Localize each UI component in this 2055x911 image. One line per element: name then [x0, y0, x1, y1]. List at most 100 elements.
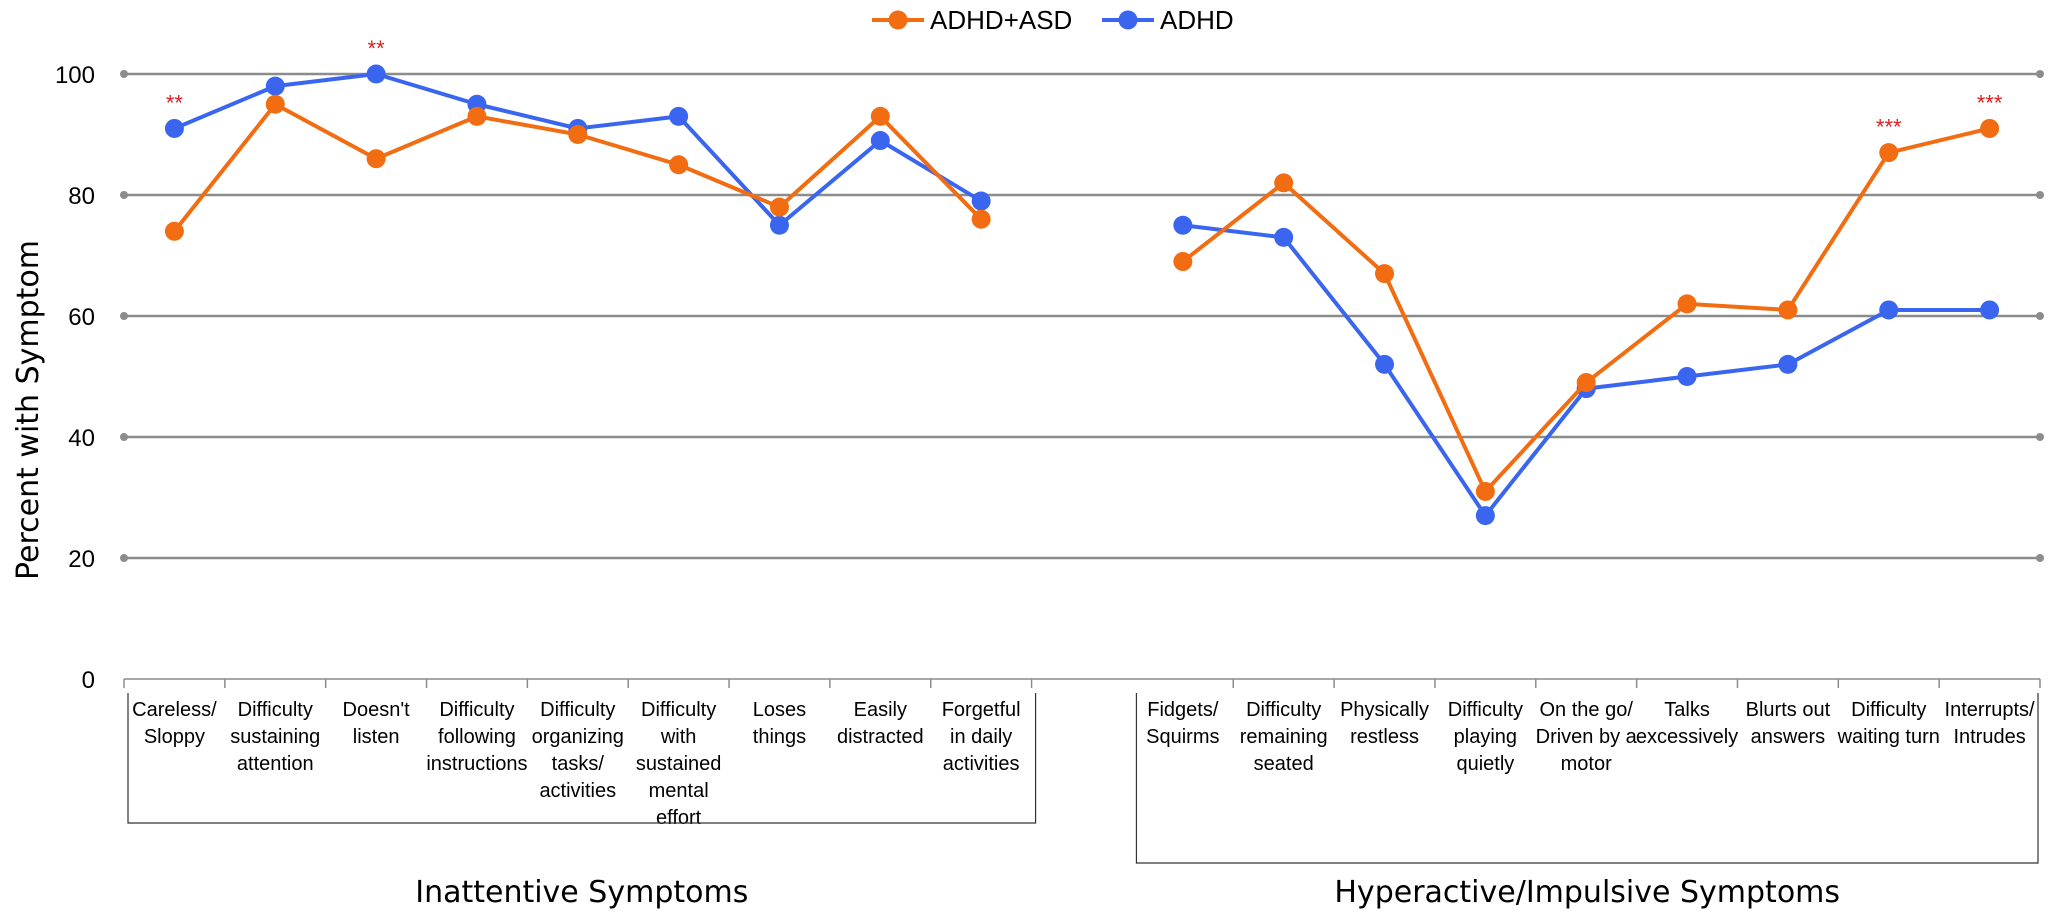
- legend-label: ADHD: [1160, 5, 1234, 35]
- data-point: [1778, 354, 1798, 374]
- x-tick-label-line: attention: [237, 753, 314, 775]
- gridline-end: [2036, 70, 2044, 78]
- series-line: [173, 72, 983, 228]
- x-tick-label-line: Fidgets/: [1147, 699, 1219, 721]
- x-tick-label-line: restless: [1350, 726, 1419, 748]
- y-tick-label: 20: [68, 546, 95, 573]
- x-tick-label-line: Easily: [854, 699, 907, 721]
- x-tick-label-line: waiting turn: [1837, 726, 1940, 748]
- x-tick-label: Blurts out answers: [1746, 699, 1831, 748]
- x-tick-label-line: excessively: [1636, 726, 1738, 748]
- data-point: [1173, 215, 1193, 235]
- x-tick-label-line: motor: [1561, 753, 1612, 775]
- data-point: [1475, 506, 1495, 526]
- x-tick-label-line: Loses: [753, 699, 806, 721]
- data-point: [1677, 294, 1697, 314]
- significance-marker: **: [368, 36, 386, 61]
- x-tick-label-line: Doesn't: [343, 699, 411, 721]
- x-tick-label-line: answers: [1751, 726, 1825, 748]
- x-tick-label-line: Sloppy: [144, 726, 205, 748]
- x-tick-label-line: Blurts out: [1746, 699, 1831, 721]
- data-point: [1879, 300, 1899, 320]
- x-tick-label-line: listen: [353, 726, 400, 748]
- x-tick-label-line: Difficulty: [540, 699, 615, 721]
- x-tick-label-line: Difficulty: [238, 699, 313, 721]
- x-tick-label: Doesn't listen: [343, 699, 411, 748]
- x-tick-label-line: Talks: [1664, 699, 1710, 721]
- x-axis: [123, 678, 2041, 688]
- x-tick-label-line: Physically: [1340, 699, 1429, 721]
- x-tick-label-line: Interrupts/: [1945, 699, 2035, 721]
- data-point: [1274, 173, 1294, 193]
- gridline-end: [2036, 554, 2044, 562]
- x-tick-label-line: sustaining: [230, 726, 320, 748]
- series-line: [1182, 223, 1990, 518]
- data-point: [1375, 354, 1395, 374]
- x-tick-label-line: things: [753, 726, 806, 748]
- data-point: [467, 106, 487, 126]
- x-tick-label-line: Difficulty: [1448, 699, 1523, 721]
- group-bracket: [1135, 693, 2039, 864]
- significance-markers: **********: [166, 36, 2003, 140]
- x-tick-label-line: Squirms: [1146, 726, 1219, 748]
- data-point: [870, 131, 890, 151]
- category-groups: Inattentive Symptoms Hyperactive/Impulsiv…: [127, 693, 2039, 910]
- y-axis-label: Percent with Symptom: [11, 240, 46, 580]
- significance-marker: ***: [1876, 115, 1902, 140]
- data-point: [265, 94, 285, 114]
- x-tick-label: Difficulty with sustained mental effort: [636, 699, 722, 829]
- y-tick-label: 60: [68, 304, 95, 331]
- x-tick-label-line: Careless/: [132, 699, 217, 721]
- x-tick-label: Loses things: [753, 699, 806, 748]
- x-tick-label-line: tasks/: [552, 753, 605, 775]
- y-tick-label: 100: [55, 62, 95, 89]
- x-tick-label-line: quietly: [1456, 753, 1514, 775]
- x-tick-label: Interrupts/Intrudes: [1945, 699, 2035, 748]
- x-tick-label-line: with: [660, 726, 697, 748]
- x-tick-label-line: Intrudes: [1953, 726, 2025, 748]
- gridline-end: [120, 191, 128, 199]
- x-tick-label-line: mental: [649, 780, 709, 802]
- x-tick-label-line: On the go/: [1540, 699, 1634, 721]
- x-tick-label: Difficulty sustaining attention: [230, 699, 320, 775]
- gridline-end: [2036, 433, 2044, 441]
- data-point: [366, 64, 386, 84]
- x-tick-label-line: following: [438, 726, 516, 748]
- data-point: [1576, 373, 1596, 393]
- data-point: [164, 221, 184, 241]
- x-tick-label-line: Forgetful: [942, 699, 1021, 721]
- data-point: [769, 197, 789, 217]
- legend: ADHD+ASD ADHD: [872, 5, 1234, 35]
- data-point: [164, 118, 184, 138]
- data-point: [971, 191, 991, 211]
- data-point: [870, 106, 890, 126]
- y-axis-ticks: 0 20 40 60 80 100: [55, 62, 95, 694]
- data-point: [1677, 367, 1697, 386]
- data-point: [971, 209, 991, 229]
- x-tick-label-line: remaining: [1240, 726, 1328, 748]
- x-tick-label-line: activities: [943, 753, 1020, 775]
- x-tick-label-line: Difficulty: [1246, 699, 1321, 721]
- category-labels: Careless/Sloppy Difficulty sustaining atten…: [132, 699, 2035, 829]
- x-tick-label: Difficulty waiting turn: [1837, 699, 1940, 748]
- x-tick-label: Difficulty playing quietly: [1448, 699, 1523, 775]
- x-tick-label-line: effort: [656, 807, 702, 829]
- x-tick-label-line: playing: [1454, 726, 1517, 748]
- x-tick-label: Difficulty organizing tasks/activities: [532, 699, 624, 802]
- x-tick-label-line: Difficulty: [439, 699, 514, 721]
- x-tick-label: Easily distracted: [837, 699, 924, 748]
- x-tick-label: Forgetful in daily activities: [942, 699, 1021, 775]
- gridlines: [120, 70, 2044, 562]
- legend-swatch-marker: [888, 10, 908, 30]
- y-tick-label: 0: [82, 667, 95, 694]
- legend-swatch-marker: [1118, 10, 1138, 30]
- data-point: [1778, 300, 1798, 320]
- group-label: Hyperactive/Impulsive Symptoms: [1334, 875, 1840, 910]
- x-tick-label-line: instructions: [426, 753, 527, 775]
- gridline-end: [120, 554, 128, 562]
- significance-marker: **: [166, 90, 184, 115]
- data-point: [568, 125, 588, 144]
- data-point: [669, 106, 689, 126]
- x-tick-label: Physically restless: [1340, 699, 1429, 748]
